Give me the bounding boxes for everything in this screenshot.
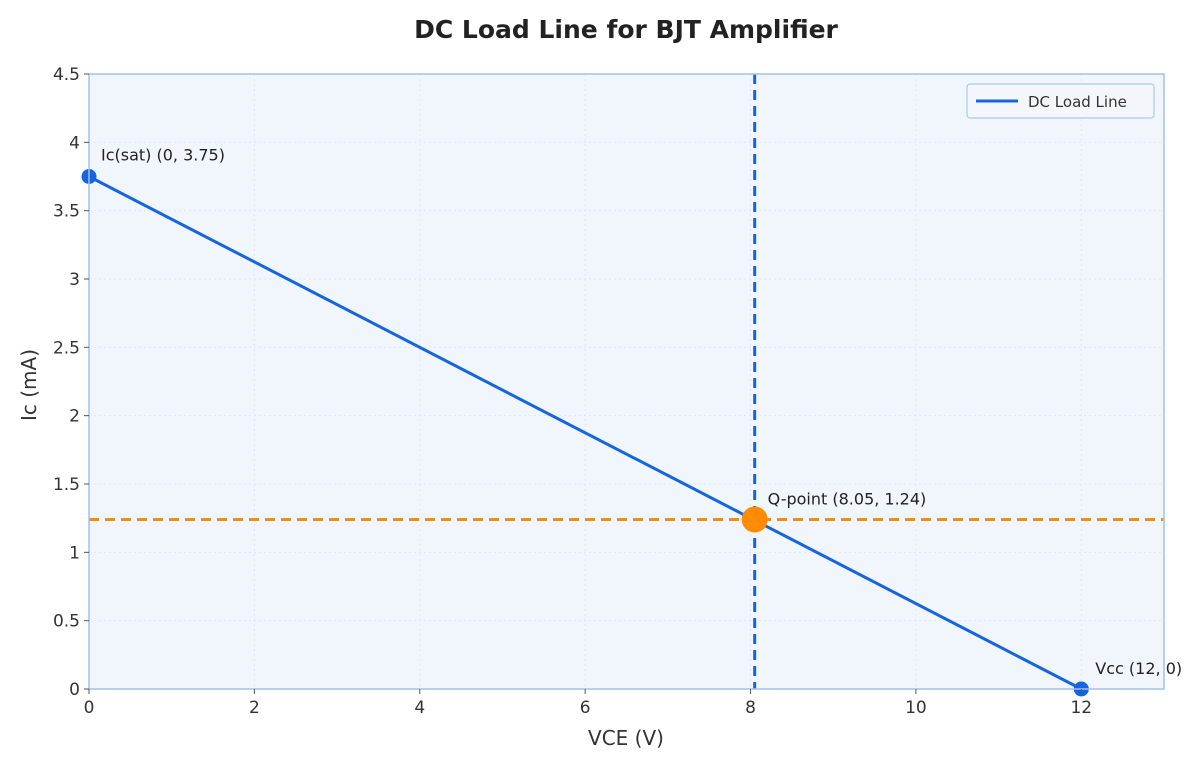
- y-tick-label: 4: [69, 133, 80, 153]
- chart-title: DC Load Line for BJT Amplifier: [414, 15, 838, 44]
- x-tick-label: 0: [84, 698, 95, 718]
- y-tick-label: 3.5: [53, 202, 80, 222]
- x-tick-label: 12: [1070, 698, 1092, 718]
- x-tick-label: 6: [580, 698, 591, 718]
- q-point-annotation: Q-point (8.05, 1.24): [768, 490, 927, 509]
- y-axis-label: Ic (mA): [17, 349, 41, 421]
- vcc-annotation: Vcc (12, 0): [1095, 659, 1182, 678]
- annotations: Ic(sat) (0, 3.75) Vcc (12, 0) Q-point (8.0…: [101, 146, 1182, 679]
- x-tick-label: 8: [745, 698, 756, 718]
- legend: DC Load Line: [966, 83, 1155, 119]
- plot-area: [89, 74, 1164, 689]
- y-tick-label: 1.5: [53, 475, 80, 495]
- y-tick-label: 1: [69, 543, 80, 563]
- reference-lines: [89, 74, 1164, 689]
- y-tick-label: 4.5: [53, 65, 80, 85]
- load-line: [88, 175, 1082, 691]
- x-tick-label: 10: [905, 698, 927, 718]
- x-tick-label: 4: [414, 698, 425, 718]
- y-tick-label: 0: [69, 680, 80, 700]
- y-tick-label: 3: [69, 270, 80, 290]
- x-ticks: 0 2 4 6 8 10 12: [84, 689, 1092, 718]
- y-ticks: 0 0.5 1 1.5 2 2.5 3 3.5 4 4.5: [53, 65, 89, 700]
- q-point-marker: [741, 506, 768, 533]
- series-layer: [88, 175, 1082, 691]
- y-tick-label: 0.5: [53, 612, 80, 632]
- y-tick-label: 2.5: [53, 338, 80, 358]
- y-tick-label: 2: [69, 407, 80, 427]
- x-tick-label: 2: [249, 698, 260, 718]
- legend-label: DC Load Line: [1028, 93, 1127, 111]
- legend-box: [966, 83, 1155, 119]
- x-axis-label: VCE (V): [588, 726, 664, 750]
- isat-annotation: Ic(sat) (0, 3.75): [101, 146, 225, 165]
- plot-frame: [88, 73, 1165, 690]
